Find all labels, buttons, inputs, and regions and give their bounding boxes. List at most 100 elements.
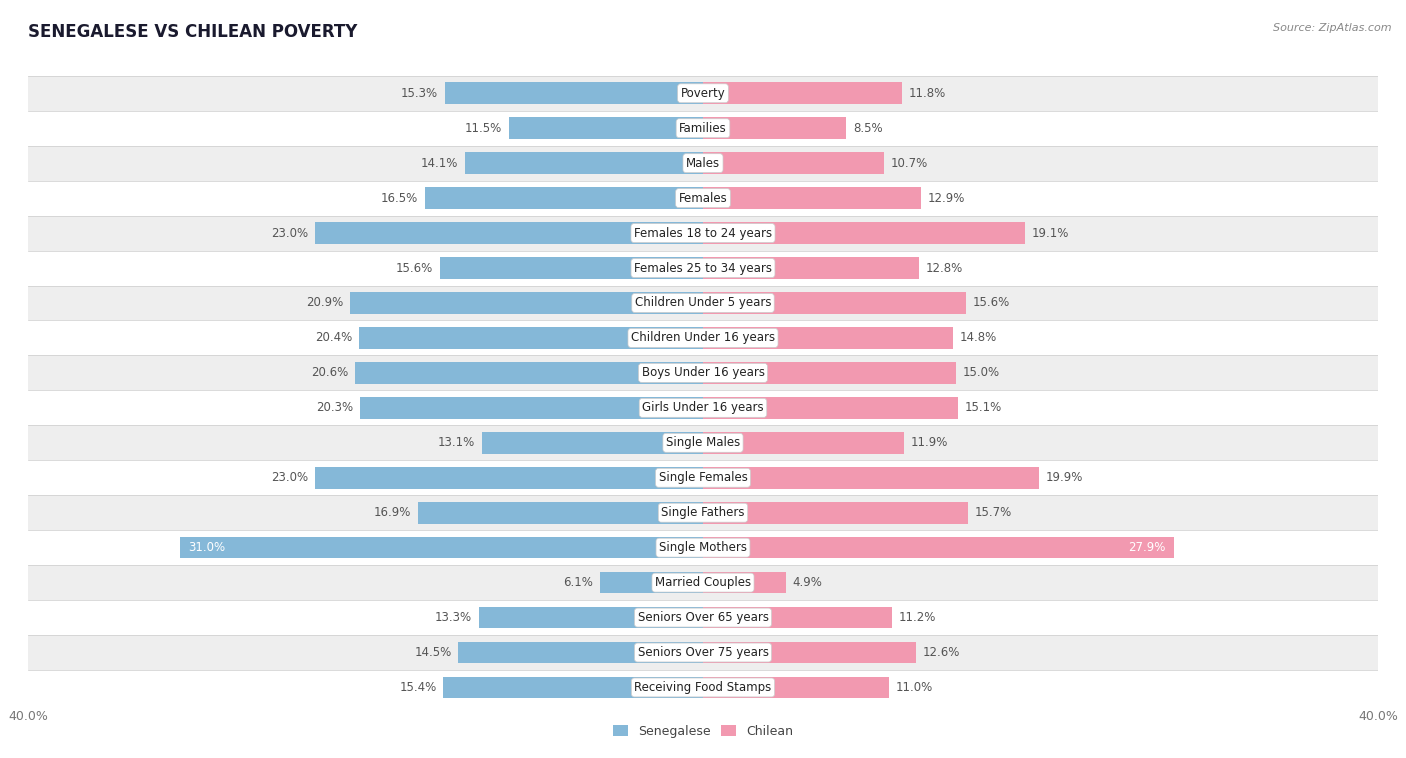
Text: 15.3%: 15.3% bbox=[401, 86, 439, 100]
Bar bbox=[703, 537, 1174, 559]
Bar bbox=[28, 180, 1378, 215]
Bar bbox=[28, 286, 1378, 321]
Bar bbox=[28, 76, 1378, 111]
Bar bbox=[28, 146, 1378, 180]
Text: 27.9%: 27.9% bbox=[1128, 541, 1166, 554]
Text: 16.5%: 16.5% bbox=[381, 192, 418, 205]
Text: Boys Under 16 years: Boys Under 16 years bbox=[641, 366, 765, 380]
Bar bbox=[28, 460, 1378, 495]
Bar bbox=[444, 83, 703, 104]
Bar bbox=[703, 677, 889, 698]
Bar bbox=[28, 321, 1378, 356]
Bar bbox=[703, 362, 956, 384]
Text: Single Males: Single Males bbox=[666, 437, 740, 449]
Text: 4.9%: 4.9% bbox=[793, 576, 823, 589]
Text: 12.8%: 12.8% bbox=[925, 262, 963, 274]
Bar bbox=[28, 565, 1378, 600]
Bar bbox=[703, 187, 921, 209]
Text: 12.6%: 12.6% bbox=[922, 646, 960, 659]
Text: 14.5%: 14.5% bbox=[415, 646, 451, 659]
Bar bbox=[418, 502, 703, 524]
Text: 12.9%: 12.9% bbox=[928, 192, 965, 205]
Text: 20.4%: 20.4% bbox=[315, 331, 352, 344]
Text: 14.8%: 14.8% bbox=[959, 331, 997, 344]
Text: 15.1%: 15.1% bbox=[965, 401, 1001, 415]
Bar bbox=[703, 502, 967, 524]
Text: 19.1%: 19.1% bbox=[1032, 227, 1070, 240]
Bar bbox=[509, 117, 703, 139]
Bar bbox=[458, 642, 703, 663]
Text: 15.6%: 15.6% bbox=[973, 296, 1010, 309]
Bar bbox=[703, 606, 891, 628]
Bar bbox=[703, 117, 846, 139]
Bar bbox=[440, 257, 703, 279]
Bar bbox=[703, 327, 953, 349]
Bar bbox=[600, 572, 703, 594]
Bar bbox=[482, 432, 703, 453]
Bar bbox=[443, 677, 703, 698]
Text: 11.0%: 11.0% bbox=[896, 681, 932, 694]
Legend: Senegalese, Chilean: Senegalese, Chilean bbox=[609, 720, 797, 743]
Bar bbox=[703, 642, 915, 663]
Bar bbox=[478, 606, 703, 628]
Text: Seniors Over 75 years: Seniors Over 75 years bbox=[637, 646, 769, 659]
Text: Seniors Over 65 years: Seniors Over 65 years bbox=[637, 611, 769, 624]
Bar bbox=[180, 537, 703, 559]
Bar bbox=[703, 292, 966, 314]
Text: Receiving Food Stamps: Receiving Food Stamps bbox=[634, 681, 772, 694]
Bar bbox=[28, 600, 1378, 635]
Bar bbox=[703, 572, 786, 594]
Text: 11.9%: 11.9% bbox=[911, 437, 948, 449]
Text: 20.9%: 20.9% bbox=[307, 296, 343, 309]
Bar bbox=[350, 292, 703, 314]
Text: 13.3%: 13.3% bbox=[434, 611, 472, 624]
Text: Females 25 to 34 years: Females 25 to 34 years bbox=[634, 262, 772, 274]
Text: Families: Families bbox=[679, 122, 727, 135]
Text: 16.9%: 16.9% bbox=[374, 506, 411, 519]
Text: Single Mothers: Single Mothers bbox=[659, 541, 747, 554]
Bar bbox=[315, 222, 703, 244]
Bar bbox=[28, 530, 1378, 565]
Text: 15.6%: 15.6% bbox=[396, 262, 433, 274]
Bar bbox=[28, 356, 1378, 390]
Text: 23.0%: 23.0% bbox=[271, 471, 308, 484]
Text: 14.1%: 14.1% bbox=[420, 157, 458, 170]
Text: Females: Females bbox=[679, 192, 727, 205]
Bar bbox=[28, 111, 1378, 146]
Text: 11.5%: 11.5% bbox=[465, 122, 502, 135]
Bar bbox=[28, 215, 1378, 251]
Text: SENEGALESE VS CHILEAN POVERTY: SENEGALESE VS CHILEAN POVERTY bbox=[28, 23, 357, 41]
Text: Married Couples: Married Couples bbox=[655, 576, 751, 589]
Text: Single Females: Single Females bbox=[658, 471, 748, 484]
Text: 11.2%: 11.2% bbox=[898, 611, 936, 624]
Bar bbox=[703, 467, 1039, 489]
Text: Children Under 5 years: Children Under 5 years bbox=[634, 296, 772, 309]
Text: 10.7%: 10.7% bbox=[890, 157, 928, 170]
Text: 23.0%: 23.0% bbox=[271, 227, 308, 240]
Bar bbox=[703, 152, 883, 174]
Text: 11.8%: 11.8% bbox=[908, 86, 946, 100]
Bar bbox=[425, 187, 703, 209]
Bar bbox=[703, 222, 1025, 244]
Bar bbox=[28, 635, 1378, 670]
Text: Poverty: Poverty bbox=[681, 86, 725, 100]
Bar bbox=[703, 432, 904, 453]
Bar bbox=[360, 397, 703, 418]
Text: 8.5%: 8.5% bbox=[853, 122, 883, 135]
Bar bbox=[703, 397, 957, 418]
Text: Girls Under 16 years: Girls Under 16 years bbox=[643, 401, 763, 415]
Bar bbox=[465, 152, 703, 174]
Bar bbox=[703, 83, 903, 104]
Text: Source: ZipAtlas.com: Source: ZipAtlas.com bbox=[1274, 23, 1392, 33]
Bar bbox=[703, 257, 920, 279]
Bar bbox=[356, 362, 703, 384]
Bar bbox=[28, 495, 1378, 530]
Text: 15.4%: 15.4% bbox=[399, 681, 436, 694]
Text: 13.1%: 13.1% bbox=[439, 437, 475, 449]
Text: 6.1%: 6.1% bbox=[564, 576, 593, 589]
Bar bbox=[28, 670, 1378, 705]
Bar bbox=[28, 251, 1378, 286]
Bar bbox=[359, 327, 703, 349]
Text: Children Under 16 years: Children Under 16 years bbox=[631, 331, 775, 344]
Bar bbox=[315, 467, 703, 489]
